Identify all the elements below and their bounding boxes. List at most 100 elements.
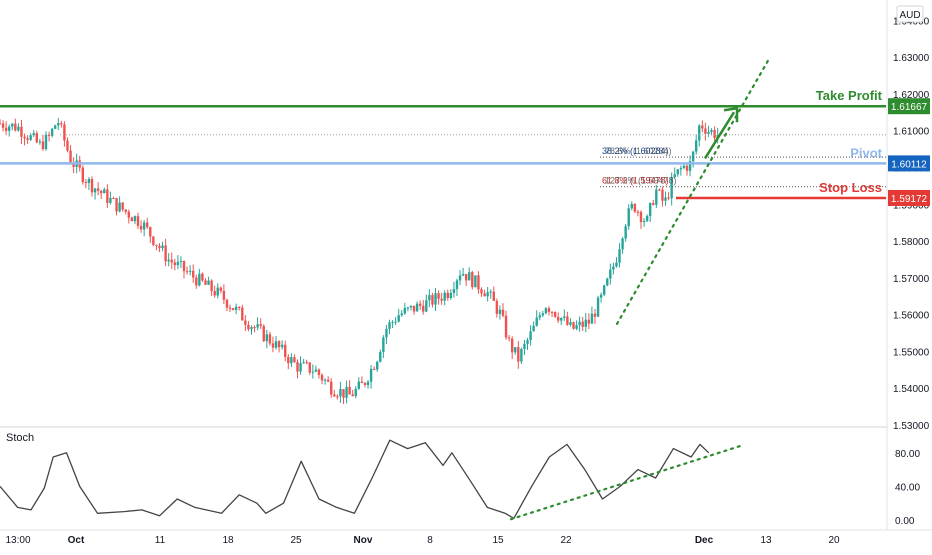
candle-body <box>366 381 370 385</box>
pivot-price-badge <box>888 155 930 172</box>
candle-body <box>422 305 425 312</box>
price-tick-label: 1.54000 <box>893 384 930 395</box>
candle-body <box>57 123 60 126</box>
candle-body <box>412 305 416 312</box>
candle-body <box>400 313 403 316</box>
candle-body <box>29 135 32 140</box>
candle-body <box>468 272 471 281</box>
time-tick-label: Nov <box>354 535 373 546</box>
candle-body <box>14 123 17 131</box>
annotations: Take Profit 1.61667 Pivot 1.60112 Stop Loss 1… <box>0 56 930 325</box>
candle-body <box>106 189 109 203</box>
candle-body <box>606 278 609 286</box>
candle-body <box>320 374 324 381</box>
candle-body <box>280 344 284 348</box>
fib-upper-overlap-label: 78.6% (1.60284) <box>605 146 672 156</box>
candle-body <box>544 308 548 314</box>
candle-body <box>553 311 557 317</box>
candle-body <box>563 316 566 318</box>
candle-body <box>369 368 373 382</box>
candle-body <box>464 274 468 281</box>
candle-body <box>136 216 140 226</box>
candle-body <box>547 308 551 312</box>
candle-body <box>688 161 692 171</box>
candle-body <box>274 341 278 348</box>
candle-body <box>228 307 232 309</box>
candle-body <box>188 270 192 272</box>
candle-body <box>652 203 655 205</box>
candle-body <box>514 347 517 353</box>
candle-body <box>287 357 290 364</box>
candle-body <box>575 325 578 329</box>
candle-body <box>84 182 88 184</box>
candle-body <box>560 317 563 321</box>
currency-label: AUD <box>899 10 920 21</box>
candle-body <box>477 275 480 290</box>
stoch-line <box>0 439 710 519</box>
candle-body <box>406 307 410 309</box>
candle-body <box>142 222 146 230</box>
price-tick-label: 1.61000 <box>893 127 930 138</box>
candle-body <box>691 151 695 162</box>
candle-body <box>35 133 39 143</box>
candle-body <box>149 227 152 237</box>
candle-body <box>624 226 627 239</box>
candle-body <box>127 211 131 218</box>
stoch-axis[interactable]: 80.00 40.00 0.00 <box>895 449 920 527</box>
candle-body <box>382 337 385 353</box>
candle-body <box>179 260 183 262</box>
candle-body <box>704 128 707 134</box>
candle-body <box>590 313 594 324</box>
candle-body <box>204 280 207 285</box>
time-tick-label: Oct <box>68 535 85 546</box>
candle-body <box>391 321 394 323</box>
candle-body <box>498 309 502 314</box>
candle-body <box>385 328 388 338</box>
candle-body <box>655 189 658 205</box>
candle-body <box>185 271 189 273</box>
candle-body <box>425 300 428 312</box>
candle-body <box>333 394 336 397</box>
candle-body <box>50 128 54 136</box>
candle-body <box>483 293 486 297</box>
time-axis[interactable]: 13:00 Oct 11 18 25 Nov 8 15 22 Dec 13 20 <box>5 535 840 546</box>
candle-body <box>538 315 541 318</box>
candle-body <box>345 386 348 398</box>
candle-body <box>658 189 661 191</box>
candle-body <box>115 198 118 212</box>
candle-body <box>210 280 213 292</box>
candle-body <box>354 388 357 397</box>
candle-body <box>121 202 124 210</box>
time-tick-label: 22 <box>560 535 572 546</box>
candle-body <box>311 371 315 373</box>
candle-body <box>139 225 143 230</box>
candle-body <box>572 322 575 329</box>
candle-body <box>1 123 5 128</box>
time-tick-label: Dec <box>695 535 714 546</box>
candle-body <box>648 203 652 216</box>
candle-body <box>317 369 321 375</box>
candle-body <box>330 381 333 395</box>
candle-body <box>458 275 462 281</box>
candle-body <box>23 136 26 139</box>
candle-body <box>207 280 210 285</box>
candle-body <box>602 285 606 295</box>
candle-body <box>72 163 75 167</box>
candle-body <box>501 309 505 316</box>
candle-body <box>431 295 434 305</box>
candle-body <box>259 324 262 326</box>
candle-body <box>158 245 161 249</box>
candle-body <box>234 306 238 310</box>
candle-body <box>455 280 459 290</box>
candle-body <box>192 270 195 278</box>
candle-body <box>642 221 646 223</box>
candle-body <box>60 123 63 125</box>
candle-body <box>90 179 94 193</box>
candle-body <box>351 394 354 397</box>
candles <box>0 118 719 404</box>
candle-body <box>679 168 683 170</box>
candle-body <box>348 386 351 395</box>
candle-body <box>247 324 250 330</box>
